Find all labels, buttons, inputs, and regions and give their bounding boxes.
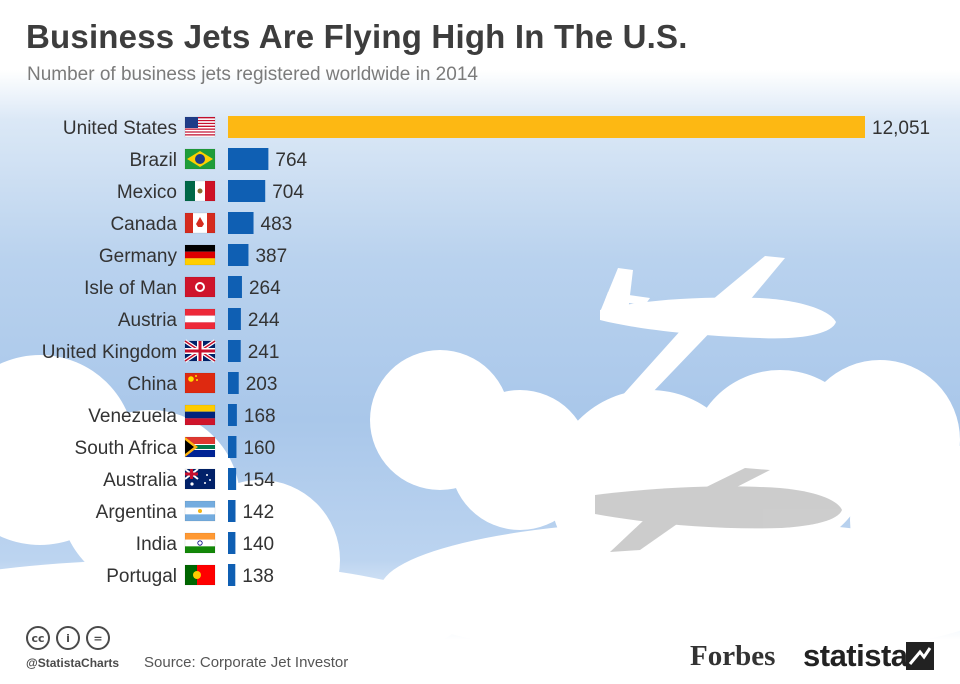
- source-note: Source: Corporate Jet Investor: [144, 654, 349, 671]
- chart-subtitle: Number of business jets registered world…: [27, 64, 478, 85]
- category-label-australia: Australia: [103, 470, 177, 491]
- category-label-india: India: [136, 534, 178, 555]
- bar-venezuela: [228, 404, 237, 426]
- value-label-australia: 154: [243, 470, 275, 491]
- statista-logo-text[interactable]: statista: [803, 638, 908, 673]
- bar-china: [228, 372, 239, 394]
- category-label-brazil: Brazil: [129, 150, 177, 171]
- attribution-icon: i: [56, 626, 80, 650]
- value-label-china: 203: [246, 374, 278, 395]
- category-label-mexico: Mexico: [117, 182, 177, 203]
- category-label-united-kingdom: United Kingdom: [42, 342, 177, 363]
- flag-china-icon: [184, 372, 216, 394]
- category-label-argentina: Argentina: [96, 502, 178, 523]
- flag-south-africa-icon: [184, 436, 216, 458]
- bar-united-states: [228, 116, 865, 138]
- flag-india-icon: [184, 532, 216, 554]
- value-label-austria: 244: [248, 310, 280, 331]
- bar-austria: [228, 308, 241, 330]
- bar-brazil: [228, 148, 269, 170]
- flag-united-kingdom-icon: [183, 339, 217, 363]
- flag-australia-icon: [184, 468, 216, 490]
- value-label-venezuela: 168: [244, 406, 276, 427]
- bar-united-kingdom: [228, 340, 241, 362]
- category-label-portugal: Portugal: [106, 566, 177, 587]
- bar-germany: [228, 244, 249, 266]
- license-icons: cc i =: [26, 626, 110, 650]
- jet-shadow: [595, 468, 842, 552]
- value-label-germany: 387: [255, 246, 287, 267]
- value-label-brazil: 764: [275, 150, 307, 171]
- flag-portugal-icon: [184, 564, 216, 586]
- category-label-china: China: [127, 374, 177, 395]
- flag-venezuela-icon: [184, 404, 216, 426]
- value-label-isle-of-man: 264: [249, 278, 281, 299]
- flag-brazil-icon: [184, 148, 216, 170]
- category-label-isle-of-man: Isle of Man: [84, 278, 177, 299]
- flag-austria-icon: [184, 308, 216, 330]
- category-label-united-states: United States: [63, 118, 177, 139]
- flag-mexico-icon: [184, 180, 216, 202]
- flag-canada-icon: [184, 212, 216, 234]
- category-label-south-africa: South Africa: [75, 438, 178, 459]
- value-label-south-africa: 160: [243, 438, 275, 459]
- value-label-united-kingdom: 241: [248, 342, 280, 363]
- flag-germany-icon: [184, 244, 216, 266]
- bar-isle-of-man: [228, 276, 242, 298]
- value-label-canada: 483: [261, 214, 293, 235]
- bars-layer: United States 12,051 Brazil 764 Mexico 704 Can…: [42, 116, 930, 587]
- flag-isle-of-man-icon: [184, 276, 216, 298]
- value-label-argentina: 142: [243, 502, 275, 523]
- bar-canada: [228, 212, 254, 234]
- twitter-handle[interactable]: @StatistaCharts: [26, 656, 120, 670]
- value-label-india: 140: [242, 534, 274, 555]
- category-label-canada: Canada: [110, 214, 177, 235]
- chart-title: Business Jets Are Flying High In The U.S…: [26, 18, 688, 55]
- value-label-mexico: 704: [272, 182, 304, 203]
- bar-mexico: [228, 180, 266, 202]
- bar-india: [228, 532, 236, 554]
- category-label-germany: Germany: [99, 246, 178, 267]
- category-label-venezuela: Venezuela: [88, 406, 177, 427]
- jet-illustration: [600, 256, 836, 398]
- category-label-austria: Austria: [118, 310, 178, 331]
- flag-argentina-icon: [184, 500, 216, 522]
- forbes-logo[interactable]: Forbes: [690, 640, 776, 672]
- value-label-united-states: 12,051: [872, 118, 930, 139]
- no-derivatives-icon: =: [86, 626, 110, 650]
- bar-portugal: [228, 564, 236, 586]
- flag-united-states-icon: [184, 116, 216, 138]
- statista-logo-icon: [906, 642, 934, 670]
- bar-argentina: [228, 500, 236, 522]
- bar-australia: [228, 468, 237, 490]
- cc-icon: cc: [26, 626, 50, 650]
- value-label-portugal: 138: [242, 566, 274, 587]
- bar-south-africa: [228, 436, 237, 458]
